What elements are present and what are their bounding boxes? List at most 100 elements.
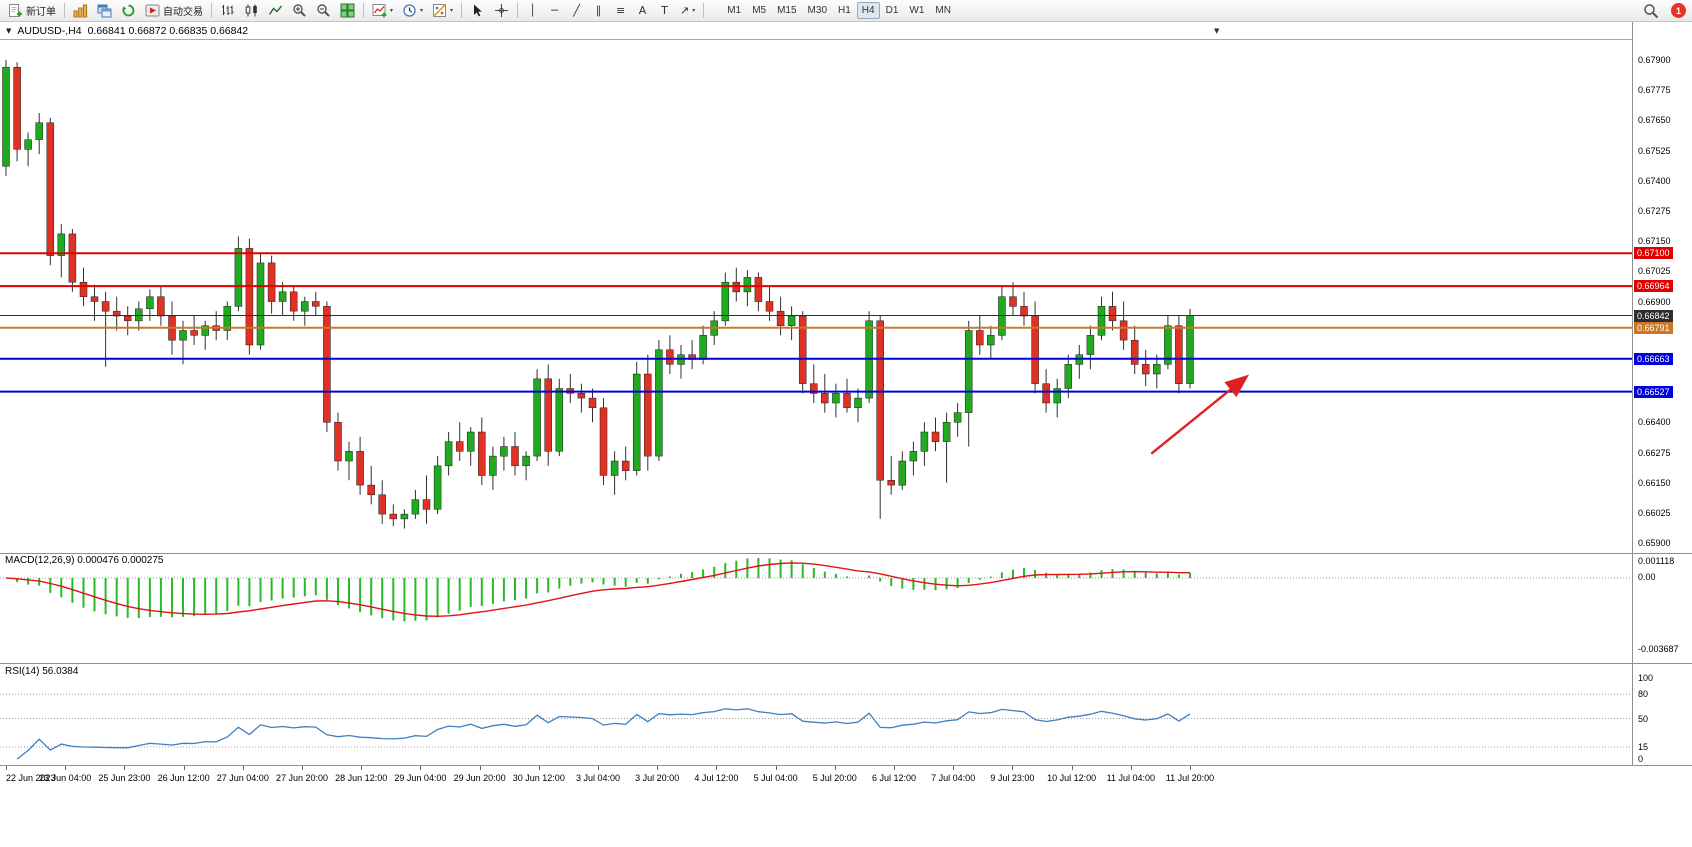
candles-layer — [2, 59, 1194, 529]
time-axis-tick — [361, 766, 363, 770]
time-axis-tick — [420, 766, 422, 770]
profiles-button[interactable] — [93, 1, 116, 20]
new-order-button[interactable]: 新订单 — [4, 1, 60, 20]
time-axis-label: 4 Jul 12:00 — [694, 773, 739, 783]
timeframe-w1-button[interactable]: W1 — [909, 5, 925, 16]
timeframe-m30-button[interactable]: M30 — [807, 5, 827, 16]
refresh-button[interactable] — [117, 1, 140, 20]
macd-panel-canvas[interactable] — [0, 554, 1632, 664]
profiles-icon — [97, 4, 112, 18]
time-axis-label: 10 Jul 12:00 — [1047, 773, 1097, 783]
fibonacci-button[interactable]: ≡ — [610, 1, 631, 20]
time-axis-label: 11 Jul 04:00 — [1106, 773, 1155, 783]
price-axis-label: 0.67025 — [1638, 266, 1671, 277]
horizontal-line-button[interactable]: ─ — [544, 1, 565, 20]
rsi-label: RSI(14) 56.0384 — [5, 666, 79, 677]
price-axis-label: 0.67775 — [1638, 85, 1671, 96]
time-axis-label: 27 Jun 20:00 — [275, 773, 329, 783]
price-axis[interactable]: 0.67900 0.67775 0.67650 0.67525 0.67400 0.672… — [1633, 22, 1692, 812]
zoom-in-icon — [293, 4, 306, 17]
chevron-down-icon: ▾ — [390, 7, 394, 14]
price-axis-label: 0.65900 — [1638, 538, 1671, 549]
price-axis-label: 0.67900 — [1638, 54, 1671, 65]
channel-icon: ∥ — [595, 4, 602, 17]
toolbar-separator — [211, 3, 212, 18]
chart-area: ▼ AUDUSD-,H4 0.66841 0.66872 0.66835 0.6… — [0, 22, 1692, 847]
search-button[interactable] — [1639, 1, 1663, 20]
time-axis-label: 7 Jul 04:00 — [931, 773, 976, 783]
time-axis-label: 29 Jun 04:00 — [394, 773, 447, 783]
horizontal-levels[interactable] — [0, 252, 1632, 393]
macd-histogram — [16, 558, 1191, 622]
time-axis-tick — [124, 766, 126, 770]
macd-axis-label: -0.003687 — [1638, 644, 1679, 654]
collapse-icon[interactable]: ▼ — [6, 26, 12, 35]
price-axis-label: 0.66400 — [1638, 417, 1671, 428]
line-chart-type-button[interactable] — [264, 1, 287, 20]
price-axis-border — [1632, 22, 1633, 766]
timeframe-mn-button[interactable]: MN — [935, 5, 951, 16]
timeframe-m5-button[interactable]: M5 — [752, 5, 767, 16]
price-axis-label: 0.67650 — [1638, 115, 1671, 126]
main-chart-canvas[interactable] — [0, 22, 1632, 553]
periods-button[interactable]: ▾ — [398, 1, 427, 20]
time-axis-tick — [775, 766, 777, 770]
templates-button[interactable]: ▾ — [428, 1, 457, 20]
rsi-axis-label: 100 — [1638, 673, 1654, 683]
time-axis-label: 27 Jun 04:00 — [216, 773, 269, 783]
text-tool-button[interactable]: A — [632, 1, 653, 20]
indicators-button[interactable]: ▾ — [368, 1, 397, 20]
clock-icon — [403, 4, 416, 17]
trend-arrow-annotation[interactable] — [1150, 374, 1250, 455]
rsi-axis-label: 80 — [1638, 689, 1649, 700]
toolbar-right-group: 1 — [1639, 1, 1688, 20]
timeframe-h4-button[interactable]: H4 — [856, 2, 880, 19]
bar-chart-type-button[interactable] — [216, 1, 239, 20]
panel-splitter[interactable] — [0, 553, 1692, 554]
chart-titlebar: ▼ AUDUSD-,H4 0.66841 0.66872 0.66835 0.6… — [0, 22, 1632, 40]
auto-trading-label: 自动交易 — [163, 7, 203, 18]
price-axis-label: 0.67400 — [1638, 175, 1671, 186]
zoom-in-button[interactable] — [288, 1, 311, 20]
toolbar-separator — [517, 3, 519, 18]
time-axis-label: 30 Jun 12:00 — [512, 773, 565, 783]
vertical-line-icon: │ — [529, 4, 536, 17]
timeframe-m15-button[interactable]: M15 — [777, 5, 797, 16]
label-tool-button[interactable]: T — [654, 1, 675, 20]
charts-button[interactable] — [69, 1, 92, 20]
candlestick-type-button[interactable] — [240, 1, 263, 20]
channel-button[interactable]: ∥ — [588, 1, 609, 20]
trendline-button[interactable]: ╱ — [566, 1, 587, 20]
candlestick-icon — [245, 4, 257, 17]
time-axis[interactable]: 22 Jun 2023 23 Jun 04:00 25 Jun 23:00 26 Ju… — [0, 766, 1633, 790]
tile-windows-icon — [340, 3, 355, 18]
pivot-line-tag: 0.66791 — [1634, 321, 1673, 334]
macd-axis-label: 0.001118 — [1638, 556, 1675, 566]
panel-splitter[interactable] — [0, 663, 1692, 664]
tile-windows-button[interactable] — [336, 1, 359, 20]
cursor-button[interactable] — [466, 1, 489, 20]
timeframe-d1-button[interactable]: D1 — [885, 5, 899, 16]
arrow-tool-button[interactable]: ↗ ▾ — [676, 1, 699, 20]
timeframe-h1-button[interactable]: H1 — [838, 5, 851, 16]
price-axis-label: 0.66900 — [1638, 296, 1671, 307]
zoom-out-button[interactable] — [312, 1, 335, 20]
support-line-2-tag: 0.66527 — [1634, 385, 1673, 398]
rsi-axis-label: 50 — [1638, 713, 1649, 724]
templates-icon — [432, 3, 447, 18]
auto-trading-button[interactable]: 自动交易 — [141, 1, 207, 20]
arrow-tool-icon: ↗ — [680, 4, 690, 17]
price-axis-label: 0.67275 — [1638, 205, 1671, 216]
timeframe-m1-button[interactable]: M1 — [727, 5, 742, 16]
time-axis-tick — [183, 766, 185, 770]
notification-badge[interactable]: 1 — [1671, 3, 1686, 18]
chart-shift-icon[interactable]: ▼ — [1214, 27, 1220, 35]
rsi-line — [16, 708, 1191, 760]
vertical-line-button[interactable]: │ — [522, 1, 543, 20]
chart-symbol-period: AUDUSD-,H4 — [17, 24, 82, 37]
price-axis-label: 0.66150 — [1638, 477, 1671, 488]
crosshair-button[interactable] — [490, 1, 513, 20]
rsi-panel-canvas[interactable] — [0, 664, 1632, 765]
time-axis-label: 26 Jun 12:00 — [157, 773, 210, 783]
